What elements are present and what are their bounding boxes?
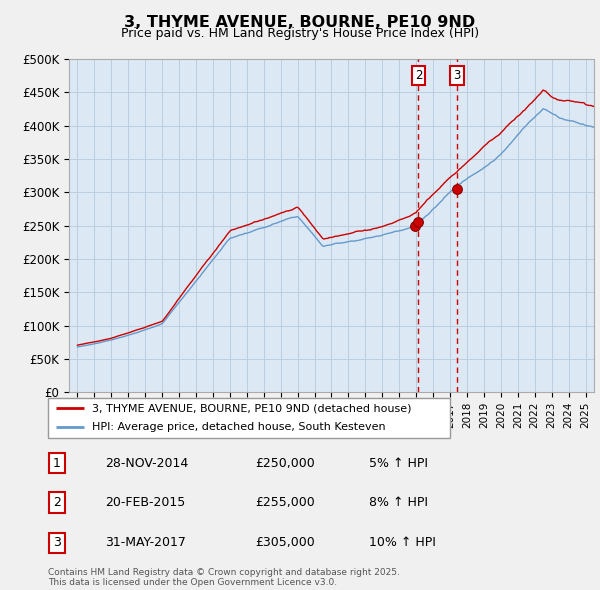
Text: 10% ↑ HPI: 10% ↑ HPI: [369, 536, 436, 549]
Text: 8% ↑ HPI: 8% ↑ HPI: [369, 496, 428, 509]
Text: £250,000: £250,000: [255, 457, 315, 470]
Text: 31-MAY-2017: 31-MAY-2017: [105, 536, 186, 549]
Text: 3, THYME AVENUE, BOURNE, PE10 9ND: 3, THYME AVENUE, BOURNE, PE10 9ND: [124, 15, 476, 30]
Text: HPI: Average price, detached house, South Kesteven: HPI: Average price, detached house, Sout…: [92, 422, 386, 432]
FancyBboxPatch shape: [48, 398, 450, 438]
Text: 1: 1: [53, 457, 61, 470]
Text: 28-NOV-2014: 28-NOV-2014: [105, 457, 188, 470]
Text: 2: 2: [415, 69, 422, 82]
Text: £255,000: £255,000: [255, 496, 315, 509]
Text: 3: 3: [454, 69, 461, 82]
Text: Price paid vs. HM Land Registry's House Price Index (HPI): Price paid vs. HM Land Registry's House …: [121, 27, 479, 40]
Text: 3: 3: [53, 536, 61, 549]
Text: £305,000: £305,000: [255, 536, 315, 549]
Text: Contains HM Land Registry data © Crown copyright and database right 2025.
This d: Contains HM Land Registry data © Crown c…: [48, 568, 400, 587]
Text: 5% ↑ HPI: 5% ↑ HPI: [369, 457, 428, 470]
Text: 3, THYME AVENUE, BOURNE, PE10 9ND (detached house): 3, THYME AVENUE, BOURNE, PE10 9ND (detac…: [92, 404, 412, 414]
Text: 2: 2: [53, 496, 61, 509]
Text: 20-FEB-2015: 20-FEB-2015: [105, 496, 185, 509]
